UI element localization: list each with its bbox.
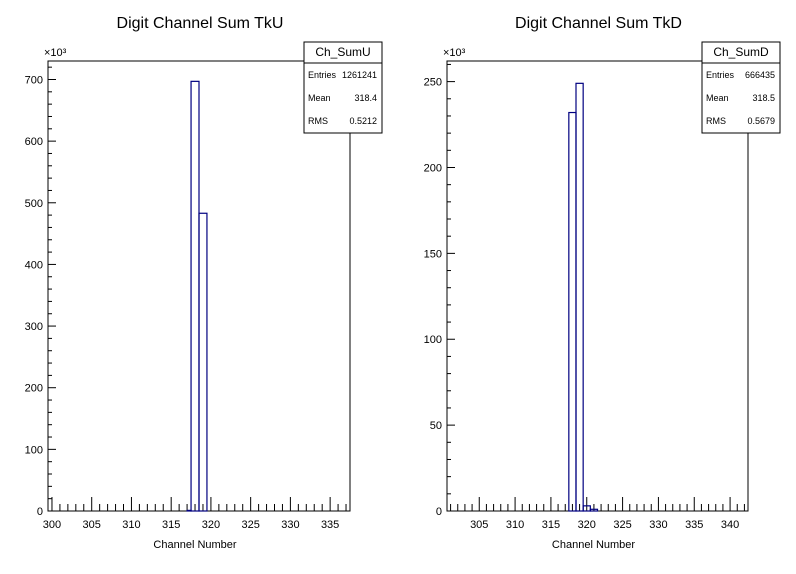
x-tick-label: 305 <box>83 519 101 531</box>
stats-row-label: RMS <box>308 116 328 126</box>
x-tick-label: 315 <box>162 519 180 531</box>
stats-histogram-name: Ch_SumU <box>315 45 370 59</box>
x-tick-label: 325 <box>613 519 631 531</box>
stats-row-value: 0.5679 <box>747 116 775 126</box>
y-tick-label: 250 <box>424 77 442 89</box>
x-tick-label: 340 <box>721 519 739 531</box>
y-tick-label: 500 <box>25 198 43 210</box>
x-tick-label: 330 <box>649 519 667 531</box>
x-axis-label: Channel Number <box>153 539 236 551</box>
histogram-pad-2: Digit Channel Sum TkD ×10³ 0 50 100 150 200 250… <box>424 15 781 551</box>
y-tick-label: 300 <box>25 321 43 333</box>
histogram-bin <box>568 111 577 512</box>
x-tick-label: 300 <box>43 519 61 531</box>
x-tick-label: 320 <box>202 519 220 531</box>
y-tick-label: 200 <box>25 383 43 395</box>
y-tick-label: 50 <box>430 420 442 432</box>
x-tick-label: 325 <box>241 519 259 531</box>
y-multiplier-label: ×10³ <box>443 47 466 59</box>
stats-row-label: Entries <box>308 70 337 80</box>
x-tick-label: 315 <box>542 519 560 531</box>
chart-title: Digit Channel Sum TkU <box>117 15 284 32</box>
x-tick-label: 310 <box>506 519 524 531</box>
y-tick-label: 200 <box>424 162 442 174</box>
x-axis-label: Channel Number <box>552 539 635 551</box>
histogram-pad-1: Digit Channel Sum TkU ×10³ 0 100 200 300 400 50… <box>25 15 383 551</box>
x-tick-label: 330 <box>281 519 299 531</box>
y-tick-label: 0 <box>37 506 43 518</box>
y-multiplier-label: ×10³ <box>44 47 67 59</box>
y-tick-label: 400 <box>25 259 43 271</box>
y-tick-label: 100 <box>25 444 43 456</box>
histogram-bin <box>582 505 591 512</box>
x-tick-label: 305 <box>470 519 488 531</box>
stats-box-frame <box>303 41 383 134</box>
stats-box: Ch_SumD Entries 666435 Mean 318.5 RMS 0.5679 <box>701 41 781 134</box>
stats-box-frame <box>701 41 781 134</box>
x-tick-label: 320 <box>578 519 596 531</box>
chart-title: Digit Channel Sum TkD <box>515 15 682 32</box>
x-tick-label: 335 <box>321 519 339 531</box>
histogram-bin <box>198 212 208 512</box>
x-tick-label: 335 <box>685 519 703 531</box>
histogram-bin <box>190 80 200 512</box>
stats-histogram-name: Ch_SumD <box>713 45 769 59</box>
stats-row-value: 318.5 <box>752 93 775 103</box>
stats-box: Ch_SumU Entries 1261241 Mean 318.4 RMS 0.5212 <box>303 41 383 134</box>
y-tick-label: 0 <box>436 506 442 518</box>
stats-row-label: Entries <box>706 70 735 80</box>
stats-row-value: 1261241 <box>342 70 377 80</box>
stats-row-label: RMS <box>706 116 726 126</box>
y-tick-label: 600 <box>25 136 43 148</box>
histogram-bin <box>575 82 584 512</box>
x-tick-label: 310 <box>122 519 140 531</box>
stats-row-label: Mean <box>308 93 331 103</box>
y-tick-label: 150 <box>424 248 442 260</box>
stats-row-value: 0.5212 <box>349 116 377 126</box>
stats-row-label: Mean <box>706 93 729 103</box>
stats-row-value: 318.4 <box>354 93 377 103</box>
stats-row-value: 666435 <box>745 70 775 80</box>
y-tick-label: 700 <box>25 74 43 86</box>
y-tick-label: 100 <box>424 334 442 346</box>
histogram-bin <box>589 508 599 512</box>
